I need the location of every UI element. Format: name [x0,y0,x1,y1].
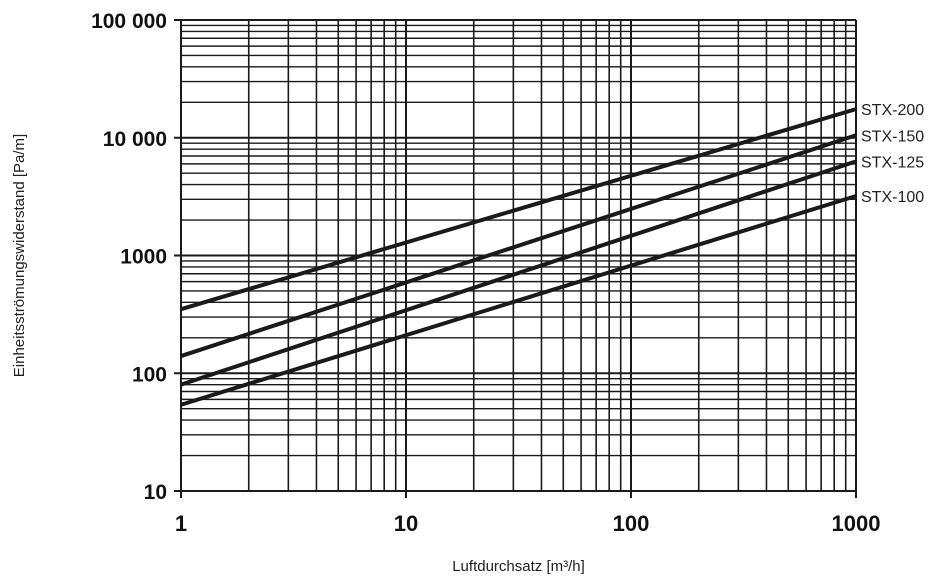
y-tick-label: 10 000 [103,128,167,151]
series-line-stx-200 [180,107,857,312]
series-labels: STX-200 STX-150 STX-125 STX-100 [861,102,924,206]
series-label-stx-150: STX-150 [861,128,924,145]
series-label-stx-125: STX-125 [861,154,924,171]
grid [174,19,857,498]
x-axis-label: Luftdurchsatz [m³/h] [452,558,585,575]
y-axis-label: Einheitsströmungswiderstand [Pa/m] [11,134,28,377]
tick-labels: 10 100 1000 10 000 100 000 1 10 100 1000 [91,10,880,536]
x-tick-label: 1000 [832,511,881,536]
series-label-stx-100: STX-100 [861,189,924,206]
x-tick-label: 10 [394,511,418,536]
series-line-stx-100 [180,194,857,407]
y-tick-label: 100 [132,363,167,386]
series-line-stx-150 [180,133,857,358]
x-tick-label: 1 [175,511,187,536]
series-line-stx-125 [180,159,857,387]
y-tick-label: 10 [144,481,167,504]
x-tick-label: 100 [613,511,650,536]
y-tick-label: 100 000 [91,10,167,33]
series-label-stx-200: STX-200 [861,102,924,119]
y-tick-label: 1000 [120,246,167,269]
series-lines [180,107,857,407]
